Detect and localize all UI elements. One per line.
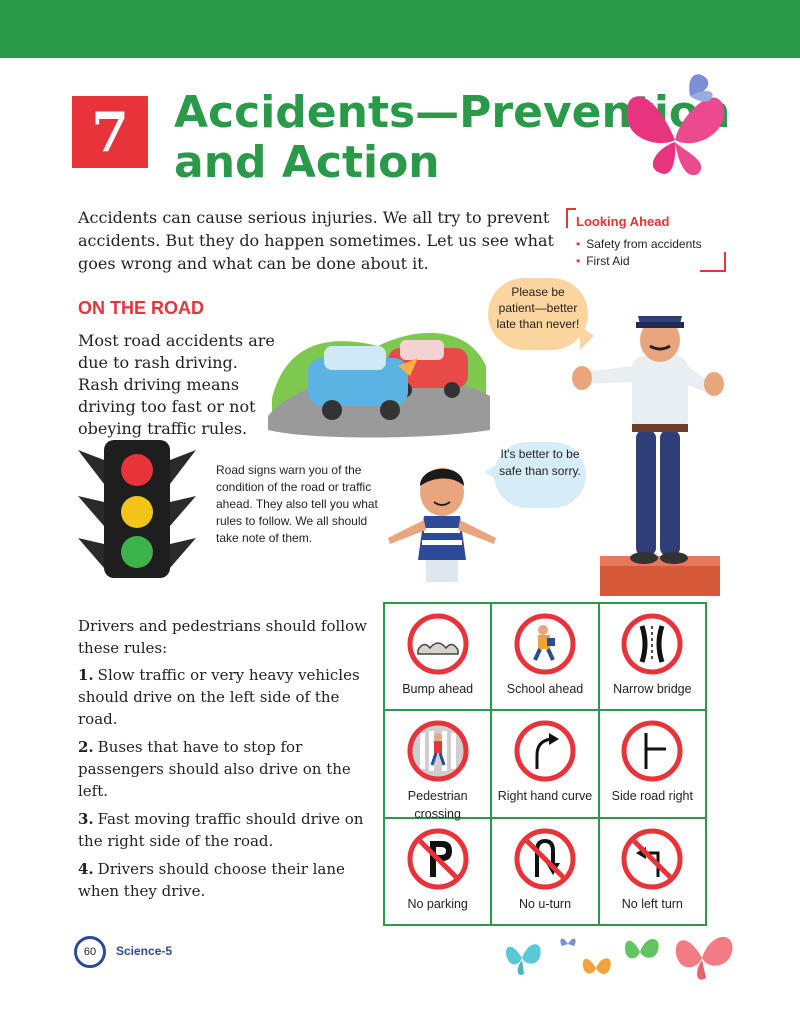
rule-item: 4. Drivers should choose their lane when … — [78, 858, 368, 902]
rule-item: 1. Slow traffic or very heavy vehicles sh… — [78, 664, 368, 730]
page-number: 60 — [74, 936, 106, 968]
chapter-title-line1: Accidents—Prevention — [174, 87, 731, 138]
rule-text: Slow traffic or very heavy vehicles shou… — [78, 666, 360, 728]
section-heading: ON THE ROAD — [78, 298, 204, 318]
sign-label: Right hand curve — [497, 789, 593, 804]
sign-cell-school-ahead: School ahead — [491, 603, 599, 711]
rules-intro: Drivers and pedestrians should follow th… — [78, 617, 367, 657]
bump-ahead-sign-icon — [407, 613, 469, 675]
boy-speech-text: It's better to be safe than sorry. — [499, 447, 581, 478]
sign-cell-bump-ahead: Bump ahead — [384, 603, 492, 711]
boy-speech-bubble — [494, 442, 586, 508]
traffic-light-icon — [78, 440, 196, 578]
intro-paragraph: Accidents can cause serious injuries. We… — [78, 208, 554, 273]
sign-cell-no-left-turn: No left turn — [598, 817, 706, 925]
rule-text: Buses that have to stop for passengers s… — [78, 738, 351, 800]
road-signs-paragraph: Road signs warn you of the condition of … — [216, 463, 378, 545]
rule-number: 1. — [78, 666, 94, 684]
chapter-title: Accidents—Prevention and Action — [174, 87, 731, 188]
looking-ahead-corner-left — [566, 208, 576, 228]
right-hand-curve-sign-icon — [514, 720, 576, 782]
no-left-turn-sign-icon — [621, 828, 683, 890]
looking-ahead-list: Safety from accidents First Aid — [576, 236, 702, 270]
rules-list: 1. Slow traffic or very heavy vehicles sh… — [78, 664, 368, 908]
chapter-title-line2: and Action — [174, 137, 440, 188]
car-accident-illustration — [268, 332, 490, 438]
sign-cell-narrow-bridge: Narrow bridge — [598, 603, 706, 711]
sign-cell-side-road-right: Side road right — [598, 710, 706, 818]
looking-ahead-box: Looking Ahead Safety from accidents Firs… — [566, 208, 726, 272]
sign-cell-no-parking: No parking — [384, 817, 492, 925]
policeman-speech-text: Please be patient—better late than never… — [496, 285, 580, 331]
chapter-number-box: 7 — [72, 96, 148, 168]
sign-label: Narrow bridge — [613, 682, 692, 696]
narrow-bridge-sign-icon — [621, 613, 683, 675]
butterflies-decoration-icon — [505, 936, 733, 980]
pedestrian-crossing-sign-icon — [407, 720, 469, 782]
rule-number: 3. — [78, 810, 94, 828]
looking-ahead-title: Looking Ahead — [576, 214, 670, 229]
no-u-turn-sign-icon — [514, 828, 576, 890]
rule-number: 4. — [78, 860, 94, 878]
road-signs-table: Bump ahead School ahead Narrow bridge — [383, 602, 707, 926]
sign-label: No u-turn — [518, 896, 572, 911]
side-road-right-sign-icon — [621, 720, 683, 782]
rule-number: 2. — [78, 738, 94, 756]
boy-illustration — [388, 468, 496, 582]
road-accidents-paragraph: Most road accidents are due to rash driv… — [78, 331, 275, 438]
rule-item: 2. Buses that have to stop for passengers… — [78, 736, 368, 802]
top-color-band — [0, 0, 800, 58]
sign-label: Side road right — [611, 789, 693, 804]
sign-label: Bump ahead — [402, 682, 474, 696]
rule-text: Drivers should choose their lane when th… — [78, 860, 345, 900]
policeman-speech-bubble — [488, 278, 588, 350]
sign-cell-no-u-turn: No u-turn — [491, 817, 599, 925]
policeman-speech-tail — [580, 326, 594, 350]
rule-text: Fast moving traffic should drive on the … — [78, 810, 364, 850]
school-ahead-sign-icon — [514, 613, 576, 675]
book-name: Science-5 — [116, 944, 173, 958]
looking-ahead-item: First Aid — [576, 253, 702, 270]
no-parking-sign-icon — [407, 828, 469, 890]
sign-label: No parking — [407, 896, 468, 911]
looking-ahead-corner-right — [700, 252, 726, 272]
traffic-policeman-illustration — [572, 316, 724, 596]
sign-label: School ahead — [506, 682, 584, 696]
looking-ahead-item: Safety from accidents — [576, 236, 701, 253]
butterfly-decoration-icon — [626, 74, 725, 176]
rule-item: 3. Fast moving traffic should drive on th… — [78, 808, 368, 852]
sign-cell-right-hand-curve: Right hand curve — [491, 710, 599, 818]
chapter-number: 7 — [91, 100, 129, 164]
sign-cell-pedestrian-crossing: Pedestrian crossing — [384, 710, 492, 821]
sign-label: No left turn — [621, 896, 683, 911]
